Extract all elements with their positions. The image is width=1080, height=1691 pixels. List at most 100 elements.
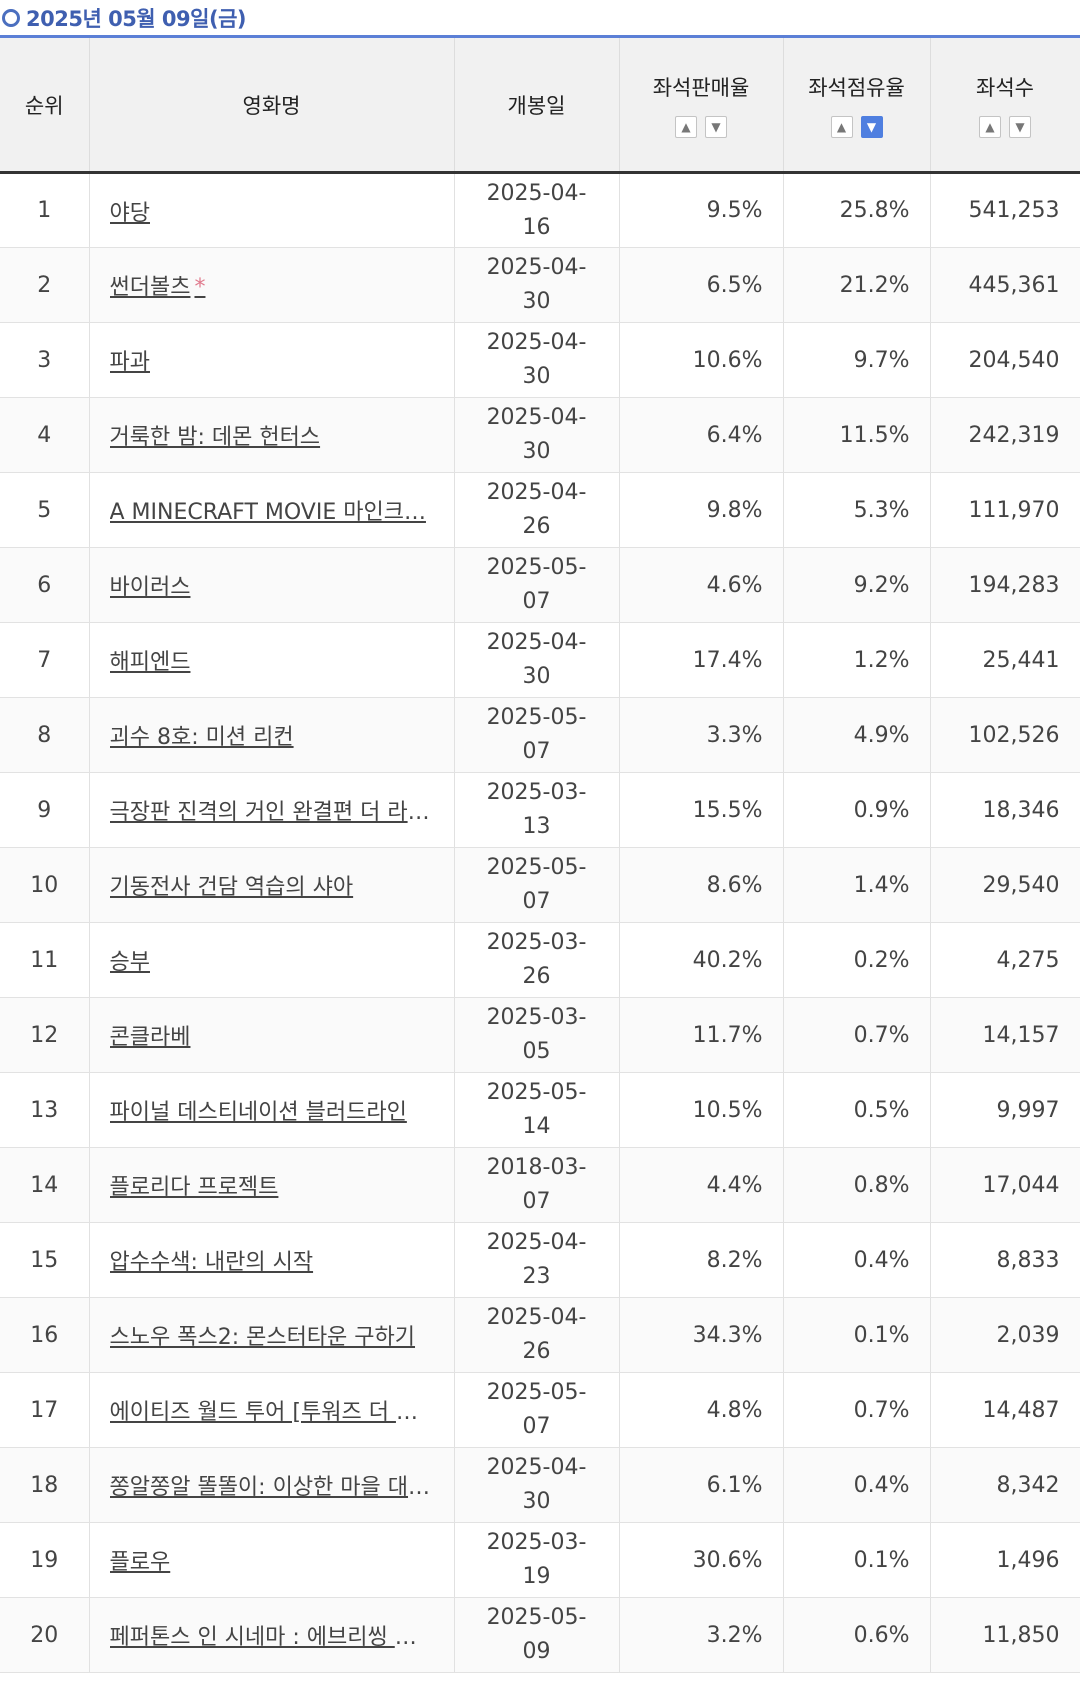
sort-asc-seats-button[interactable]: ▲ [979,115,1001,138]
seat-count-cell: 14,157 [929,997,1080,1073]
movie-title-link[interactable]: 해피엔드 [110,644,434,676]
title-bar: 2025년 05월 09일(금) [0,0,1080,38]
chevron-down-icon: ▼ [711,119,721,134]
movie-title-link[interactable]: 스노우 폭스2: 몬스터타운 구하기 [110,1319,434,1351]
movie-title-link[interactable]: 플로우 [110,1544,434,1576]
movie-title-link[interactable]: 파이널 데스티네이션 블러드라인 [110,1094,434,1126]
seat-count-cell: 194,283 [929,547,1080,623]
seat-count-cell: 14,487 [929,1372,1080,1448]
seat-sales-rate-cell: 8.6% [618,847,784,923]
seat-sales-rate-cell: 40.2% [618,922,784,998]
rank-cell: 6 [0,547,90,623]
seat-count-cell: 18,346 [929,772,1080,848]
chevron-up-icon: ▲ [681,119,691,134]
table-row: 19 플로우 2025-03-19 30.6% 0.1% 1,496 [0,1522,1080,1598]
rank-cell: 20 [0,1597,90,1673]
rank-cell: 2 [0,247,90,323]
seat-occupancy-cell: 0.9% [782,772,931,848]
sort-asc-occupancy-button[interactable]: ▲ [830,115,853,138]
table-row: 15 압수수색: 내란의 시작 2025-04-23 8.2% 0.4% 8,8… [0,1222,1080,1298]
seats-sort-controls: ▲ ▼ [931,115,1080,138]
seat-count-cell: 9,997 [929,1072,1080,1148]
seat-occupancy-cell: 9.2% [782,547,931,623]
seat-count-cell: 1,496 [929,1522,1080,1598]
seat-sales-rate-cell: 15.5% [618,772,784,848]
sales-sort-controls: ▲ ▼ [620,115,783,138]
seat-sales-rate-cell: 9.8% [618,472,784,548]
movie-title: 압수수색: 내란의 시작 [109,1250,314,1275]
movie-title-link[interactable]: 괴수 8호: 미션 리컨 [110,719,434,751]
seat-occupancy-cell: 0.7% [782,1372,931,1448]
header-seats: 좌석수 ▲ ▼ [929,38,1080,174]
table-row: 14 플로리다 프로젝트 2018-03-07 4.4% 0.8% 17,044 [0,1147,1080,1223]
chevron-down-icon: ▼ [866,119,877,134]
box-office-table: 순위 영화명 개봉일 좌석판매율 ▲ ▼ 좌석점유율 ▲ ▼ 좌석수 [0,38,1080,1673]
movie-name-cell: 플로리다 프로젝트 [88,1147,455,1223]
seat-occupancy-cell: 0.2% [782,922,931,998]
release-date-cell: 2025-04-26 [453,1297,620,1373]
table-row: 12 콘클라베 2025-03-05 11.7% 0.7% 14,157 [0,997,1080,1073]
movie-title-link[interactable]: 콘클라베 [110,1019,434,1051]
movie-title-link[interactable]: 페퍼톤스 인 시네마 : 에브리씽 이… [110,1619,434,1651]
movie-title-link[interactable]: 승부 [110,944,434,976]
movie-name-cell: 콘클라베 [88,997,455,1073]
movie-title-link[interactable]: 에이티즈 월드 투어 [투워즈 더 라… [110,1394,434,1426]
release-date-cell: 2018-03-07 [453,1147,620,1223]
seat-occupancy-cell: 21.2% [782,247,931,323]
movie-title-link[interactable]: 압수수색: 내란의 시작 [110,1244,434,1276]
rank-cell: 1 [0,172,90,248]
release-date-cell: 2025-03-26 [453,922,620,998]
chevron-up-icon: ▲ [985,119,995,134]
rank-cell: 13 [0,1072,90,1148]
movie-title: 스노우 폭스2: 몬스터타운 구하기 [109,1325,416,1350]
movie-title-link[interactable]: 썬더볼츠 * [110,269,434,301]
movie-title-link[interactable]: 극장판 진격의 거인 완결편 더 라스… [110,794,434,826]
seat-count-cell: 25,441 [929,622,1080,698]
movie-title: 극장판 진격의 거인 완결편 더 라스… [109,800,434,825]
movie-title-link[interactable]: 플로리다 프로젝트 [110,1169,434,1201]
movie-name-cell: 썬더볼츠 * [88,247,455,323]
sort-desc-seats-button[interactable]: ▼ [1009,115,1031,138]
seat-count-cell: 17,044 [929,1147,1080,1223]
rank-cell: 15 [0,1222,90,1298]
seat-sales-rate-cell: 6.1% [618,1447,784,1523]
movie-title-link[interactable]: 바이러스 [110,569,434,601]
movie-title: 승부 [109,950,150,975]
release-date-cell: 2025-04-30 [453,622,620,698]
circle-bullet-icon [2,8,20,27]
seat-sales-rate-cell: 4.8% [618,1372,784,1448]
release-date-cell: 2025-04-16 [453,172,620,248]
movie-title-link[interactable]: 거룩한 밤: 데몬 헌터스 [110,419,434,451]
rank-cell: 5 [0,472,90,548]
movie-title: 야당 [109,200,150,226]
sort-asc-sales-button[interactable]: ▲ [675,115,697,138]
seat-occupancy-cell: 0.4% [782,1222,931,1298]
movie-title-link[interactable]: 기동전사 건담 역습의 샤아 [110,869,434,901]
movie-title-link[interactable]: 파과 [110,344,434,376]
movie-title: 파이널 데스티네이션 블러드라인 [109,1100,407,1125]
movie-title-link[interactable]: A MINECRAFT MOVIE 마인크… [110,494,434,526]
movie-name-cell: 승부 [88,922,455,998]
seat-count-cell: 2,039 [929,1297,1080,1373]
movie-title: 괴수 8호: 미션 리컨 [109,725,294,750]
movie-name-cell: 해피엔드 [88,622,455,698]
sort-desc-occupancy-button[interactable]: ▼ [860,115,883,138]
movie-name-cell: 야당 [88,172,455,248]
seat-occupancy-cell: 25.8% [782,172,931,248]
movie-title-link[interactable]: 야당 [110,195,434,227]
header-date: 개봉일 [453,38,620,174]
sort-desc-sales-button[interactable]: ▼ [705,115,727,138]
occupancy-sort-controls: ▲ ▼ [784,115,930,138]
seat-sales-rate-cell: 17.4% [618,622,784,698]
seat-occupancy-cell: 0.7% [782,997,931,1073]
seat-count-cell: 242,319 [929,397,1080,473]
seat-count-cell: 445,361 [929,247,1080,323]
movie-name-cell: 극장판 진격의 거인 완결편 더 라스… [88,772,455,848]
movie-name-cell: 파이널 데스티네이션 블러드라인 [88,1072,455,1148]
release-date-cell: 2025-03-13 [453,772,620,848]
seat-occupancy-cell: 11.5% [782,397,931,473]
movie-name-cell: 압수수색: 내란의 시작 [88,1222,455,1298]
movie-title-link[interactable]: 쫑알쫑알 똘똘이: 이상한 마을 대모… [110,1469,434,1501]
release-date-cell: 2025-04-30 [453,397,620,473]
movie-title: 에이티즈 월드 투어 [투워즈 더 라… [109,1400,434,1425]
